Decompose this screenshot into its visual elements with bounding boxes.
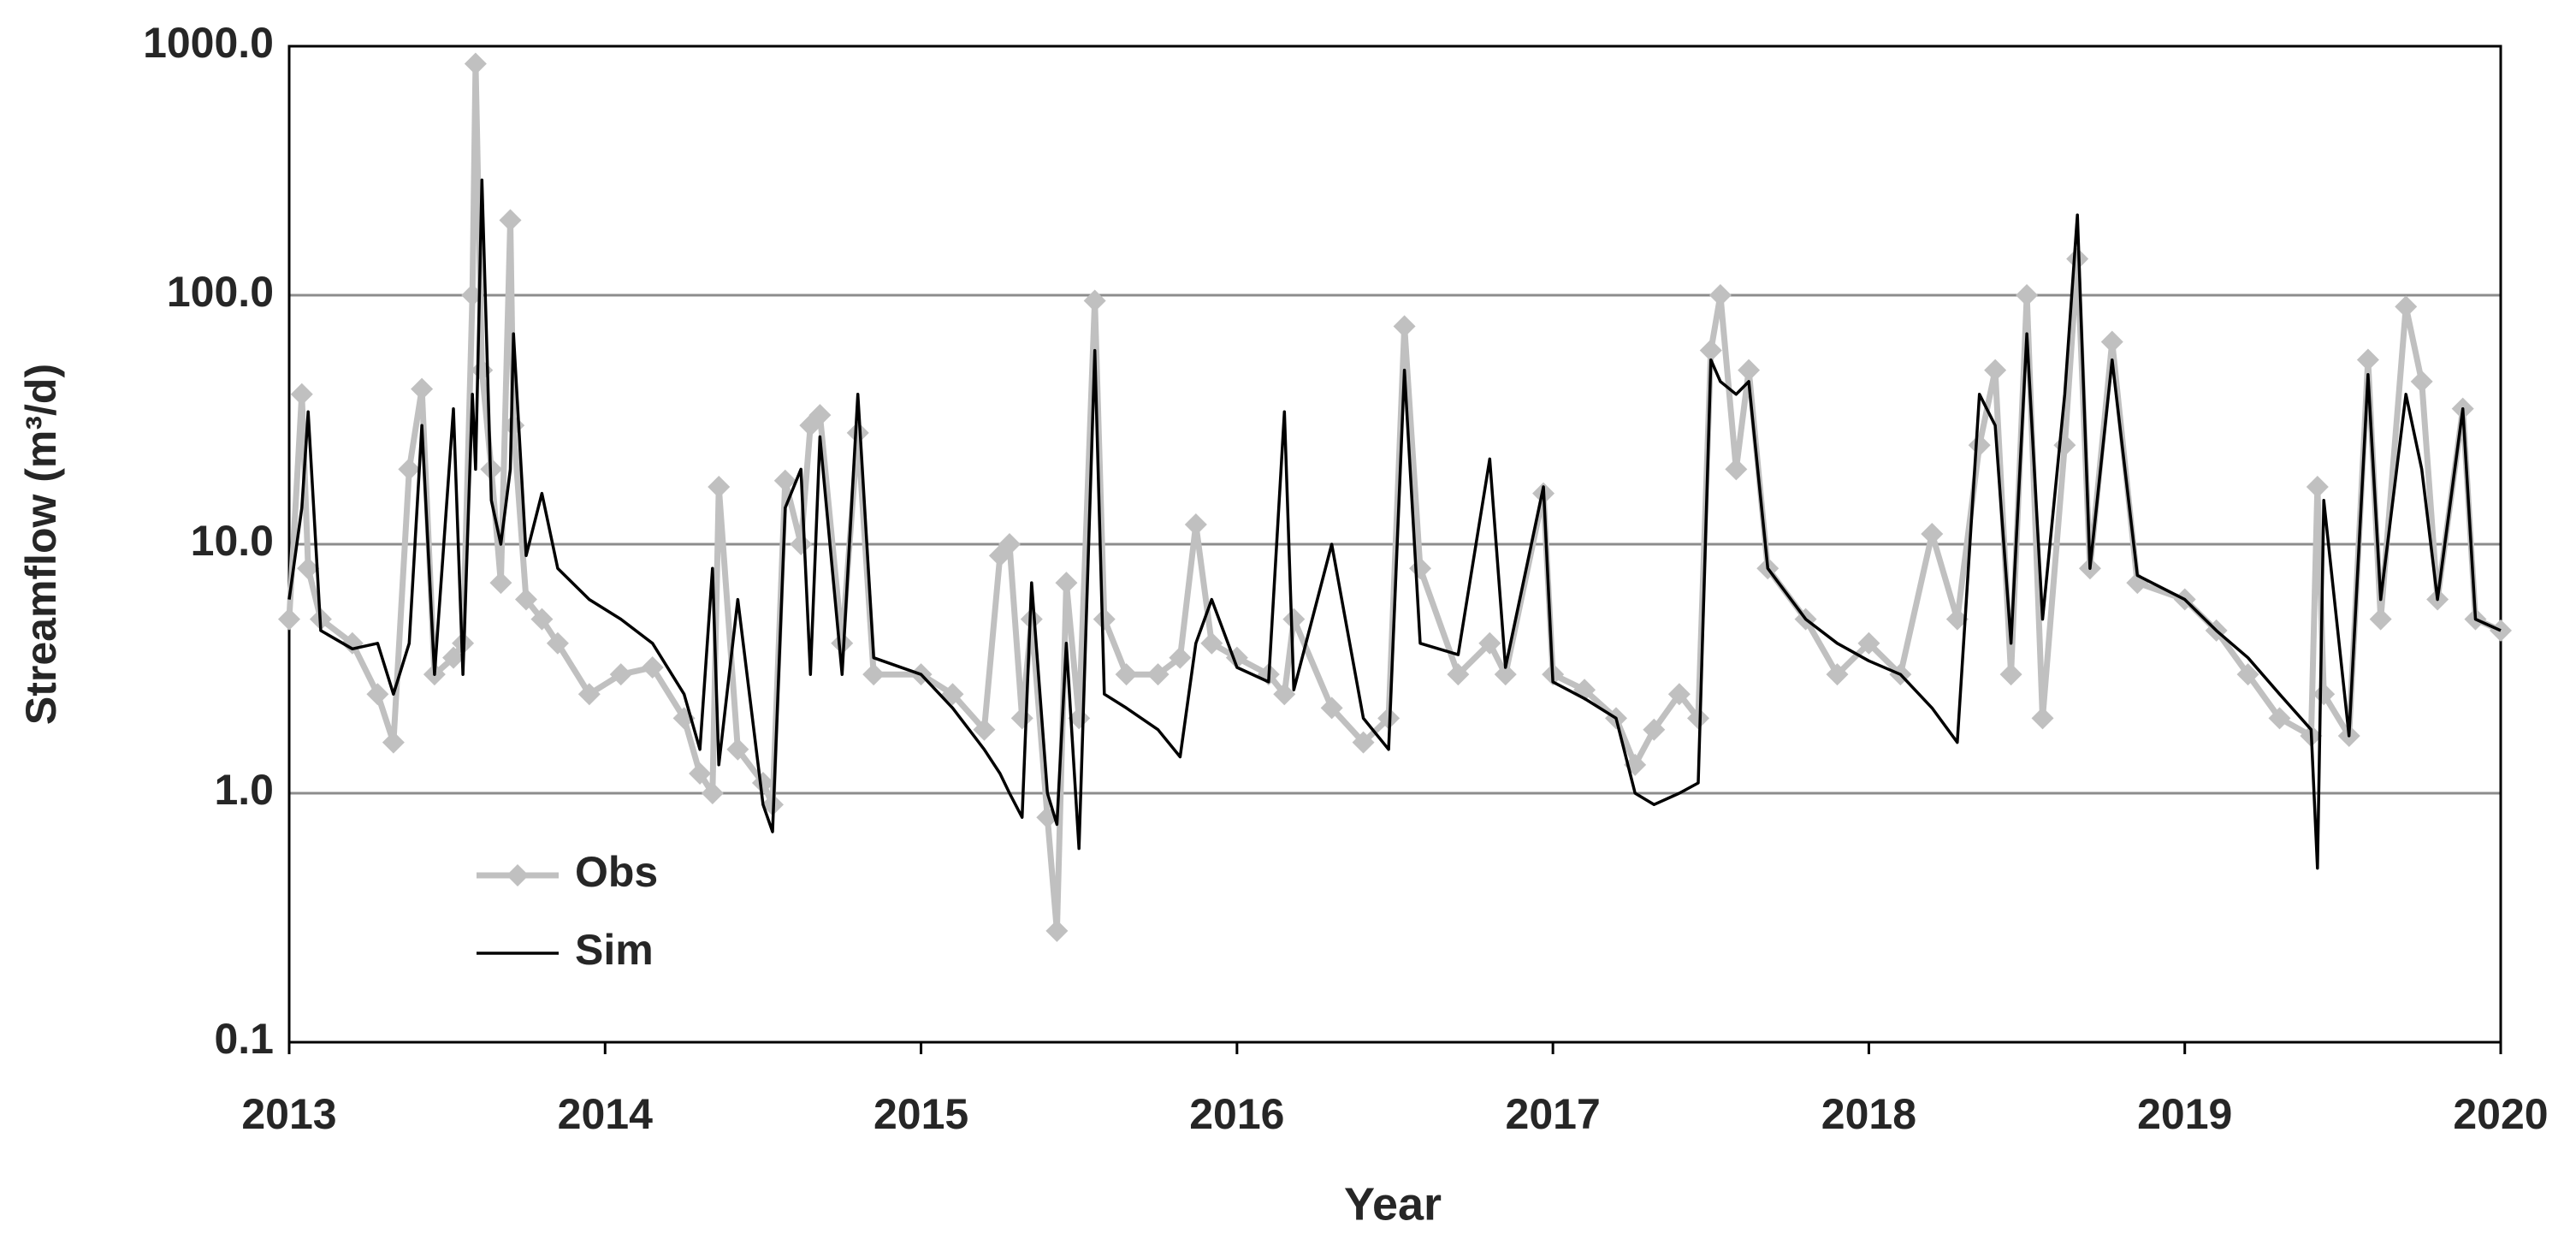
x-tick-label: 2013 <box>241 1090 336 1138</box>
marker <box>1968 434 1991 457</box>
marker <box>398 458 421 481</box>
marker <box>726 738 749 761</box>
marker <box>2369 608 2392 631</box>
marker <box>1200 631 1223 655</box>
marker <box>382 731 405 754</box>
marker <box>1921 522 1944 545</box>
marker <box>1320 697 1343 720</box>
legend-label: Obs <box>575 848 658 896</box>
marker <box>1738 359 1761 382</box>
marker <box>2236 663 2259 686</box>
marker <box>1273 683 1296 706</box>
marker <box>546 631 569 655</box>
marker <box>831 631 854 655</box>
marker <box>609 663 632 686</box>
marker <box>489 572 512 595</box>
marker <box>1055 572 1078 595</box>
marker <box>1352 731 1375 754</box>
marker <box>1146 663 1170 686</box>
marker <box>1447 663 1470 686</box>
marker <box>1083 289 1106 312</box>
x-tick-label: 2018 <box>1821 1090 1916 1138</box>
marker <box>514 588 537 611</box>
series-line <box>287 178 2502 870</box>
marker <box>366 683 389 706</box>
marker <box>297 557 320 580</box>
marker <box>1687 707 1710 730</box>
x-tick-label: 2017 <box>1506 1090 1601 1138</box>
marker <box>998 533 1021 555</box>
marker <box>1725 458 1748 481</box>
marker <box>290 382 313 406</box>
marker <box>1169 646 1192 669</box>
marker <box>577 683 601 706</box>
y-tick-label: 0.1 <box>214 1015 274 1063</box>
y-tick-label: 100.0 <box>167 268 274 316</box>
legend-marker <box>506 864 529 886</box>
marker <box>708 475 731 498</box>
marker <box>846 421 869 444</box>
marker <box>1282 608 1306 631</box>
marker <box>1184 513 1207 536</box>
marker <box>1115 663 1138 686</box>
marker <box>530 608 554 631</box>
marker <box>1826 663 1849 686</box>
marker <box>862 663 885 686</box>
marker <box>1494 663 1517 686</box>
marker <box>2410 370 2433 393</box>
marker <box>1999 663 2022 686</box>
legend-label: Sim <box>575 926 654 974</box>
marker <box>808 404 832 427</box>
marker <box>1708 284 1732 306</box>
x-tick-label: 2014 <box>558 1090 653 1138</box>
marker <box>2066 247 2089 270</box>
marker <box>2268 707 2291 730</box>
marker <box>1478 631 1501 655</box>
marker <box>973 718 996 741</box>
marker <box>1045 919 1069 942</box>
marker <box>1984 359 2007 382</box>
marker <box>751 771 774 794</box>
marker <box>464 52 487 75</box>
marker <box>1093 608 1116 631</box>
y-tick-label: 10.0 <box>191 517 274 565</box>
x-tick-label: 2019 <box>2137 1090 2232 1138</box>
y-axis-title: Streamflow (m³/d) <box>17 364 65 725</box>
marker <box>689 762 712 785</box>
marker <box>1699 339 1722 362</box>
x-tick-label: 2015 <box>873 1090 968 1138</box>
marker <box>499 209 522 232</box>
plot-frame <box>287 44 2502 1044</box>
marker <box>2312 683 2336 706</box>
marker <box>941 683 964 706</box>
marker <box>2031 707 2054 730</box>
marker <box>1643 718 1666 741</box>
y-tick-label: 1.0 <box>214 766 274 814</box>
marker <box>641 656 664 679</box>
marker <box>2016 284 2039 306</box>
marker <box>1857 631 1880 655</box>
marker <box>442 646 465 669</box>
x-tick-label: 2016 <box>1189 1090 1284 1138</box>
marker <box>2356 348 2379 371</box>
marker <box>1667 683 1691 706</box>
marker <box>1393 315 1416 338</box>
x-axis-title: Year <box>1344 1178 1442 1230</box>
marker <box>2100 330 2123 353</box>
y-tick-label: 1000.0 <box>143 19 274 67</box>
marker <box>2395 295 2418 318</box>
marker <box>411 377 434 400</box>
x-tick-label: 2020 <box>2453 1090 2548 1138</box>
marker <box>2306 475 2329 498</box>
marker <box>701 782 724 804</box>
marker <box>773 469 796 492</box>
marker <box>790 533 813 555</box>
marker <box>278 608 300 631</box>
marker <box>2490 619 2512 642</box>
marker <box>1945 608 1969 631</box>
